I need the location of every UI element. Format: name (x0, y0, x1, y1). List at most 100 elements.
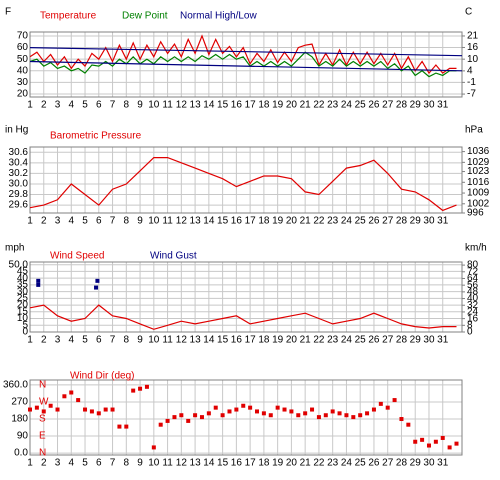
data-point (365, 411, 370, 416)
data-point (117, 424, 122, 429)
x-tick-label: 7 (110, 100, 116, 111)
x-tick-label: 9 (137, 100, 143, 111)
x-tick-label: 4 (68, 216, 74, 227)
data-point (96, 411, 101, 416)
data-point (392, 398, 397, 403)
x-tick-label: 22 (313, 458, 325, 469)
series-line (29, 157, 457, 212)
data-point (323, 413, 328, 418)
y2-tick-label: 72 (467, 266, 479, 277)
compass-label: E (39, 431, 46, 442)
x-tick-label: 25 (355, 335, 367, 346)
y-tick-label: 29.6 (9, 200, 29, 211)
x-tick-label: 20 (286, 335, 298, 346)
y2-unit: km/h (465, 243, 487, 254)
x-tick-label: 17 (245, 458, 257, 469)
x-tick-label: 12 (176, 216, 188, 227)
y2-tick-label: 10 (467, 54, 479, 65)
x-tick-label: 11 (162, 458, 173, 469)
data-point (138, 386, 143, 391)
data-point (28, 407, 32, 412)
data-point (420, 437, 425, 442)
x-tick-label: 15 (217, 458, 229, 469)
data-point (406, 422, 411, 427)
y-tick-label: 15 (17, 306, 29, 317)
y-tick-label: 10 (17, 313, 29, 324)
x-tick-label: 12 (176, 458, 188, 469)
compass-label: S (39, 414, 46, 425)
legend-label: Dew Point (122, 11, 168, 22)
y-tick-label: 30.0 (9, 179, 29, 190)
x-tick-label: 27 (382, 216, 394, 227)
x-tick-label: 30 (423, 216, 435, 227)
data-point (151, 445, 156, 450)
x-tick-label: 11 (162, 100, 173, 111)
x-tick-label: 12 (176, 100, 188, 111)
y-tick-label: 270 (11, 397, 28, 408)
x-tick-label: 2 (41, 100, 47, 111)
data-point (261, 411, 266, 416)
x-tick-label: 13 (190, 100, 202, 111)
plot-frame (29, 379, 463, 456)
x-tick-label: 24 (341, 216, 353, 227)
y2-tick-label: 1036 (467, 146, 490, 157)
x-tick-label: 26 (368, 335, 380, 346)
x-tick-label: 22 (313, 335, 325, 346)
y-tick-label: 40 (17, 273, 29, 284)
data-point (351, 415, 356, 420)
data-point (282, 407, 287, 412)
x-tick-label: 18 (258, 335, 270, 346)
series-line (29, 34, 457, 75)
y2-tick-label: 996 (467, 208, 484, 219)
x-tick-label: 1 (27, 216, 33, 227)
x-tick-label: 20 (286, 216, 298, 227)
x-tick-label: 4 (68, 100, 74, 111)
data-point (234, 407, 239, 412)
data-point (110, 407, 115, 412)
x-tick-label: 26 (368, 216, 380, 227)
data-point (186, 418, 191, 423)
y-tick-label: 30 (17, 77, 29, 88)
x-tick-label: 8 (124, 100, 130, 111)
x-tick-label: 14 (203, 216, 215, 227)
y-tick-label: 35 (17, 280, 29, 291)
data-point (95, 278, 100, 283)
x-tick-label: 2 (41, 216, 47, 227)
data-point (62, 394, 67, 399)
data-point (275, 405, 280, 410)
y-tick-label: 40 (17, 65, 29, 76)
x-tick-label: 31 (437, 458, 449, 469)
x-tick-label: 16 (231, 335, 243, 346)
y-tick-label: 60 (17, 42, 29, 53)
data-point (172, 415, 177, 420)
x-tick-label: 10 (148, 216, 160, 227)
y-tick-label: 29.8 (9, 189, 29, 200)
data-point (158, 422, 163, 427)
data-point (371, 407, 376, 412)
y-tick-label: 20 (17, 300, 29, 311)
x-tick-label: 5 (82, 335, 88, 346)
y2-unit: hPa (465, 125, 483, 136)
y2-tick-label: 64 (467, 273, 479, 284)
data-point (193, 413, 198, 418)
x-tick-label: 23 (327, 216, 339, 227)
data-point (76, 398, 81, 403)
x-tick-label: 16 (231, 458, 243, 469)
x-tick-label: 9 (137, 335, 143, 346)
x-tick-label: 19 (272, 100, 284, 111)
x-tick-label: 25 (355, 216, 367, 227)
x-tick-label: 9 (137, 216, 143, 227)
series-line-low (29, 60, 463, 72)
series-line (29, 51, 457, 78)
y-tick-label: 5 (22, 320, 28, 331)
data-point (165, 418, 170, 423)
compass-label: W (39, 397, 49, 408)
x-tick-label: 30 (423, 100, 435, 111)
x-tick-label: 22 (313, 216, 325, 227)
x-tick-label: 3 (55, 100, 61, 111)
x-tick-label: 23 (327, 458, 339, 469)
x-tick-label: 27 (382, 335, 394, 346)
x-tick-label: 26 (368, 458, 380, 469)
x-tick-label: 29 (410, 458, 422, 469)
